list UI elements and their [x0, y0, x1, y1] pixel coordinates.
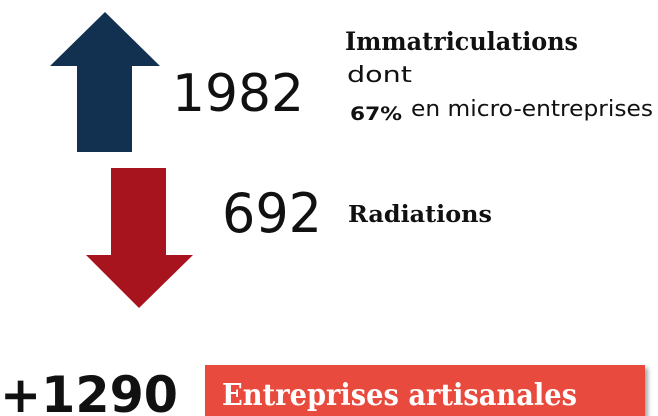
deregistrations-label: Radiations [348, 201, 492, 228]
net-value: +1290 [0, 366, 178, 416]
up-arrow [50, 12, 160, 152]
registrations-label: Immatriculations [345, 27, 578, 56]
net-label: Entreprises artisanales [222, 378, 577, 413]
registrations-share-label: en micro-entreprises [411, 97, 653, 122]
registrations-note: dont [347, 63, 412, 88]
registrations-value: 1982 [172, 64, 304, 124]
registrations-share: 67% [350, 103, 402, 125]
net-label-box [205, 365, 645, 416]
down-arrow [86, 168, 193, 308]
deregistrations-value: 692 [222, 182, 322, 245]
